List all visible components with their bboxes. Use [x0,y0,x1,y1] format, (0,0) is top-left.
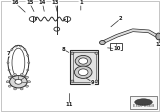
Circle shape [26,76,28,78]
Circle shape [8,69,10,71]
Circle shape [11,49,13,50]
Text: 1: 1 [79,0,83,5]
Text: 10: 10 [113,46,120,51]
Circle shape [74,66,92,78]
Circle shape [20,45,22,47]
Circle shape [75,55,91,67]
Circle shape [20,78,22,80]
Circle shape [27,69,29,71]
Text: 12: 12 [156,42,160,47]
Text: 15: 15 [26,0,33,5]
Circle shape [79,58,88,64]
Circle shape [26,85,28,87]
Circle shape [14,74,16,76]
Circle shape [95,52,98,54]
Circle shape [95,80,98,82]
Text: 14: 14 [39,0,46,5]
Bar [70,50,98,84]
Bar [110,43,122,50]
Circle shape [24,49,26,50]
Circle shape [15,45,17,47]
Text: 11: 11 [66,102,73,107]
Circle shape [27,55,29,56]
Circle shape [78,69,88,76]
Circle shape [6,81,9,83]
Bar [73,52,96,82]
Circle shape [28,81,31,83]
Text: 13: 13 [52,0,59,5]
Text: 9: 9 [91,80,95,85]
Ellipse shape [156,33,160,40]
Bar [130,96,157,109]
Text: 2: 2 [119,16,123,21]
Circle shape [15,79,22,84]
Circle shape [8,85,11,87]
Circle shape [28,62,30,64]
Circle shape [20,74,23,76]
Circle shape [8,55,10,56]
Circle shape [7,62,9,64]
Circle shape [8,76,11,78]
Text: 7: 7 [7,51,11,56]
Circle shape [20,88,23,90]
Circle shape [14,88,16,90]
Text: E36/7 E36/8: E36/7 E36/8 [133,104,154,108]
Circle shape [71,52,74,54]
Circle shape [11,75,13,77]
Circle shape [24,75,26,77]
Circle shape [71,80,74,82]
Text: 16: 16 [12,0,19,5]
Circle shape [15,78,17,80]
Text: 8: 8 [61,47,65,52]
Ellipse shape [135,99,152,106]
Circle shape [10,76,27,88]
Circle shape [100,41,105,45]
